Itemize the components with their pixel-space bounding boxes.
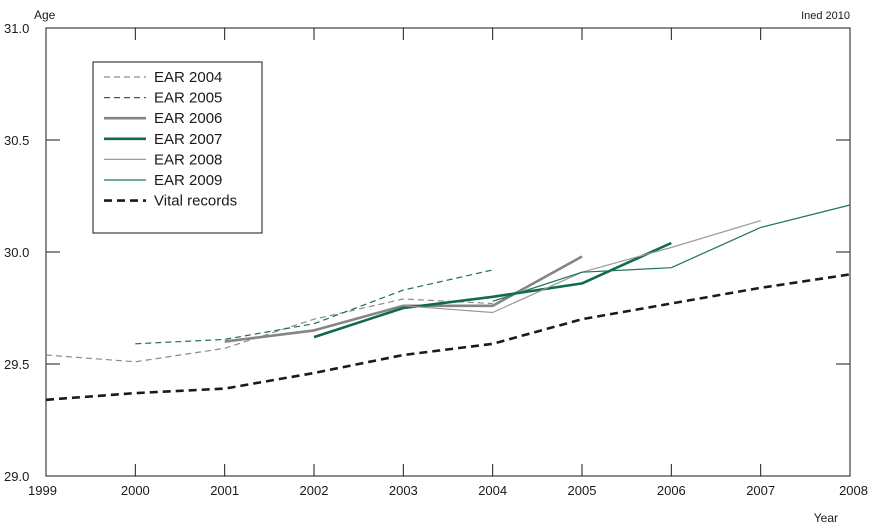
legend-label: EAR 2008: [154, 151, 222, 168]
x-tick-label: 2001: [210, 483, 239, 498]
series-lines: [45, 204, 851, 402]
y-tick-label: 31.0: [4, 21, 29, 36]
x-axis-title: Year: [814, 511, 838, 525]
legend-label: EAR 2007: [154, 131, 222, 148]
x-tick-label: 2006: [657, 483, 686, 498]
x-tick-label: 2008: [839, 483, 868, 498]
y-tick-label: 29.0: [4, 469, 29, 484]
y-tick-label: 29.5: [4, 357, 29, 372]
x-tick-label: 2002: [300, 483, 329, 498]
series-line-ear-2009: [492, 204, 851, 302]
x-tick-label: 2003: [389, 483, 418, 498]
x-tick-label: 1999: [28, 483, 57, 498]
series-line-ear-2007: [313, 241, 672, 339]
x-tick-label: 2000: [121, 483, 150, 498]
legend-box: [92, 61, 263, 234]
x-tick-label: 2004: [478, 483, 507, 498]
series-line-ear-2005: [135, 269, 493, 345]
legend-label: Vital records: [154, 193, 237, 210]
axis-ticks: 1999 2000 2001 2002 2003 2004 2005 2006 2007 2008…: [4, 21, 868, 498]
x-tick-label: 2005: [568, 483, 597, 498]
legend-label: EAR 2004: [154, 69, 222, 86]
series-line-ear-2004: [45, 298, 493, 363]
y-tick-label: 30.5: [4, 133, 29, 148]
source-credit: Ined 2010: [801, 10, 850, 22]
series-line-ear-2008: [403, 220, 761, 314]
series-line-vital-records: [45, 273, 851, 402]
x-tick-label: 2007: [746, 483, 775, 498]
legend: EAR 2004 EAR 2005 EAR 2006 EAR 2007 EAR 2008…: [92, 61, 263, 234]
legend-label: EAR 2009: [154, 172, 222, 189]
legend-label: EAR 2005: [154, 90, 222, 107]
y-tick-label: 30.0: [4, 245, 29, 260]
legend-label: EAR 2006: [154, 110, 222, 127]
y-axis-title: Age: [34, 8, 56, 22]
